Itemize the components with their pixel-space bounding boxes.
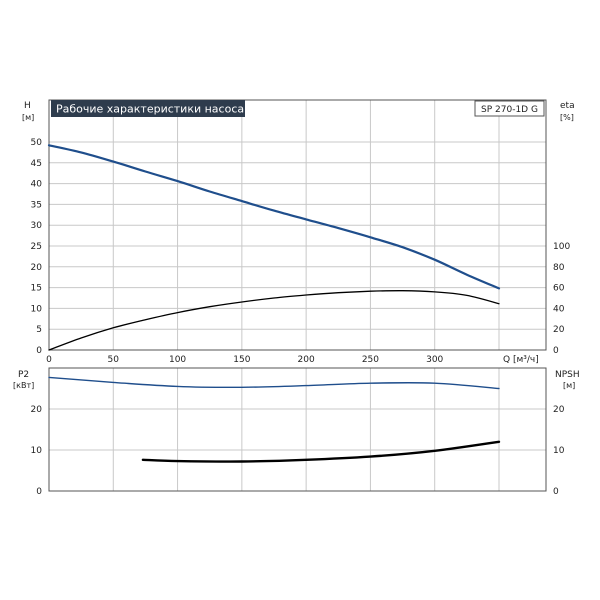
x-tick-label: 50 bbox=[108, 355, 120, 365]
p2-tick-label: 20 bbox=[31, 405, 43, 415]
y-left-axis-name: H bbox=[24, 101, 31, 111]
npsh-tick-label: 0 bbox=[553, 487, 559, 497]
y-left-tick-label: 20 bbox=[31, 263, 43, 273]
y-left-tick-label: 10 bbox=[31, 304, 43, 314]
y-left-tick-label: 45 bbox=[31, 159, 42, 169]
x-tick-label: 200 bbox=[298, 355, 315, 365]
power-npsh-panel: P2 [кВт] NPSH [м] 0 10 20 0 10 20 bbox=[13, 367, 580, 497]
npsh-tick-label: 20 bbox=[553, 405, 565, 415]
y-right-tick-label: 60 bbox=[553, 284, 565, 294]
bottom-tick-labels: 0 10 20 0 10 20 bbox=[31, 405, 565, 497]
p2-tick-label: 0 bbox=[36, 487, 42, 497]
top-plot-frame bbox=[48, 99, 547, 351]
y-right-tick-label: 20 bbox=[553, 325, 565, 335]
x-tick-label: 150 bbox=[233, 355, 250, 365]
top-tick-labels: 0 50 100 150 200 250 300 0 5 10 15 20 25 30 35 40 45 50 0 2… bbox=[31, 138, 571, 365]
y-right-axis-unit: [%] bbox=[560, 113, 574, 122]
p2-axis-unit: [кВт] bbox=[13, 381, 34, 390]
y-left-tick-label: 40 bbox=[31, 180, 43, 190]
y-left-axis-unit: [м] bbox=[22, 113, 34, 122]
pump-model-label: SP 270-1D G bbox=[481, 105, 538, 115]
title-box bbox=[51, 100, 245, 117]
model-box bbox=[474, 100, 545, 117]
power-p2-curve bbox=[48, 376, 500, 390]
y-right-tick-label: 80 bbox=[553, 263, 565, 273]
y-left-tick-label: 25 bbox=[31, 242, 42, 252]
head-efficiency-panel: Рабочие характеристики насоса SP 270-1D … bbox=[22, 99, 575, 365]
npsh-curve bbox=[141, 440, 501, 463]
npsh-axis-name: NPSH bbox=[555, 370, 580, 380]
efficiency-curve bbox=[48, 290, 500, 351]
x-tick-label: 250 bbox=[362, 355, 379, 365]
x-tick-label: 300 bbox=[426, 355, 443, 365]
top-grid bbox=[49, 100, 546, 350]
y-right-tick-label: 100 bbox=[553, 242, 570, 252]
y-left-tick-label: 35 bbox=[31, 200, 42, 210]
bottom-series bbox=[48, 376, 501, 463]
y-right-axis-name: eta bbox=[560, 101, 575, 111]
top-series bbox=[47, 144, 501, 351]
y-right-tick-label: 0 bbox=[553, 346, 559, 356]
x-axis-label: Q [м³/ч] bbox=[503, 355, 539, 365]
y-left-tick-label: 5 bbox=[36, 325, 42, 335]
head-curve bbox=[47, 144, 501, 290]
x-tick-label: 100 bbox=[169, 355, 186, 365]
y-left-tick-label: 15 bbox=[31, 284, 42, 294]
x-tick-label: 0 bbox=[46, 355, 52, 365]
y-right-tick-label: 40 bbox=[553, 304, 565, 314]
npsh-axis-unit: [м] bbox=[563, 381, 575, 390]
y-left-tick-label: 0 bbox=[36, 346, 42, 356]
chart-title: Рабочие характеристики насоса bbox=[56, 103, 244, 116]
npsh-tick-label: 10 bbox=[553, 446, 565, 456]
y-left-tick-label: 30 bbox=[31, 221, 43, 231]
p2-tick-label: 10 bbox=[31, 446, 43, 456]
y-left-tick-label: 50 bbox=[31, 138, 43, 148]
p2-axis-name: P2 bbox=[18, 370, 29, 380]
bottom-plot-frame bbox=[48, 367, 547, 492]
